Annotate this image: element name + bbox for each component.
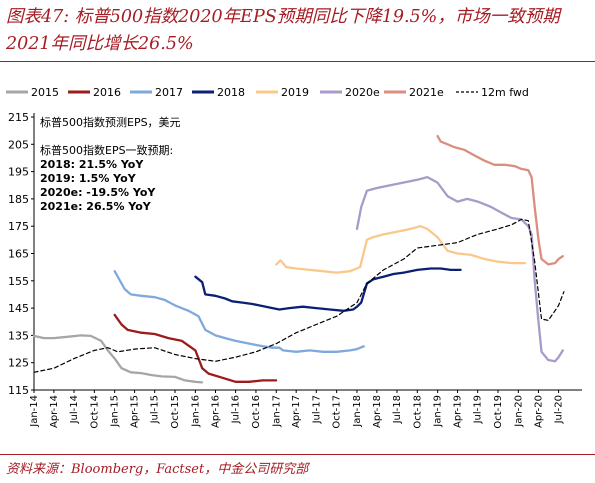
- y-tick-label: 135: [8, 329, 29, 342]
- legend-label-2015: 2015: [31, 86, 59, 99]
- series-line-2018: [194, 267, 462, 312]
- x-tick-label: Apr-14: [49, 395, 60, 428]
- chart-series: [32, 134, 565, 384]
- x-tick-label: Jul-17: [311, 395, 322, 424]
- y-tick-label: 195: [8, 166, 29, 179]
- x-tick-label: Jul-19: [473, 395, 484, 424]
- series-line-2016: [113, 313, 278, 383]
- x-tick-label: Jan-20: [513, 395, 524, 428]
- series-line-2017: [113, 270, 365, 353]
- chart-source: 资料来源：Bloomberg，Factset，中金公司研究部: [6, 462, 309, 477]
- annotation-line-2020e: 2020e: -19.5% YoY: [40, 186, 156, 199]
- x-tick-label: Apr-19: [453, 395, 464, 428]
- x-tick-label: Jul-15: [150, 395, 161, 424]
- x-tick-label: Jan-14: [29, 395, 40, 428]
- x-tick-label: Apr-15: [130, 395, 141, 428]
- chart-title: 图表47: 标普500指数2020年EPS预期同比下降19.5%，市场一致预期2…: [6, 7, 560, 54]
- title-divider: [0, 61, 595, 62]
- series-line-12m-fwd: [33, 218, 565, 373]
- series-line-2019: [275, 225, 527, 274]
- x-tick-label: Jul-20: [554, 395, 565, 424]
- eps-line-chart: 2015 2016 2017 2018 2019 2020e 2021e 12m fwd 标普…: [6, 86, 582, 429]
- source-divider: [0, 454, 595, 455]
- legend-label-12m-fwd: 12m fwd: [481, 86, 529, 99]
- legend-label-2020e: 2020e: [345, 86, 380, 99]
- x-tick-label: Oct-19: [493, 395, 504, 429]
- x-tick-label: Jan-16: [190, 395, 201, 428]
- chart-axes: 115 125 135 145 155 165 175 185 195 205 215 Jan-14 A…: [8, 111, 582, 429]
- x-tick-label: Jan-19: [433, 395, 444, 428]
- legend-label-2016: 2016: [93, 86, 121, 99]
- x-tick-label: Apr-16: [210, 395, 221, 428]
- x-tick-label: Apr-18: [372, 395, 383, 428]
- y-tick-label: 155: [8, 275, 29, 288]
- legend-label-2021e: 2021e: [409, 86, 444, 99]
- x-tick-label: Oct-15: [170, 395, 181, 429]
- x-tick-label: Jan-15: [110, 395, 121, 428]
- yoy-annotation: 标普500指数EPS一致预期: 2018: 21.5% YoY 2019: 1.…: [40, 143, 173, 213]
- x-tick-label: Jul-18: [392, 395, 403, 424]
- y-tick-label: 145: [8, 302, 29, 315]
- x-tick-label: Oct-16: [251, 395, 262, 429]
- series-line-2021e: [436, 134, 564, 266]
- y-tick-label: 205: [8, 138, 29, 151]
- legend-label-2018: 2018: [217, 86, 245, 99]
- x-tick-label: Oct-17: [332, 395, 343, 429]
- x-tick-label: Jul-14: [69, 395, 80, 424]
- y-tick-label: 185: [8, 193, 29, 206]
- x-tick-label: Apr-17: [291, 395, 302, 428]
- y-axis-label: 标普500指数预测EPS，美元: [40, 115, 181, 129]
- series-line-2015: [32, 334, 204, 384]
- chart-legend: 2015 2016 2017 2018 2019 2020e 2021e 12m fwd: [6, 86, 529, 99]
- annotation-line-2018: 2018: 21.5% YoY: [40, 158, 144, 171]
- legend-label-2019: 2019: [281, 86, 309, 99]
- series-line-2020e: [355, 175, 564, 363]
- y-tick-label: 125: [8, 357, 29, 370]
- y-tick-label: 215: [8, 111, 29, 124]
- y-tick-label: 165: [8, 248, 29, 261]
- annotation-line-2019: 2019: 1.5% YoY: [40, 172, 137, 185]
- x-tick-label: Jan-18: [352, 395, 363, 428]
- annotation-line-2021e: 2021e: 26.5% YoY: [40, 200, 152, 213]
- legend-label-2017: 2017: [155, 86, 183, 99]
- y-tick-label: 115: [8, 384, 29, 397]
- x-tick-label: Jan-17: [271, 395, 282, 428]
- x-tick-label: Jul-16: [231, 395, 242, 424]
- x-tick-label: Oct-18: [412, 395, 423, 429]
- annotation-title: 标普500指数EPS一致预期:: [40, 143, 173, 157]
- y-tick-label: 175: [8, 220, 29, 233]
- x-tick-label: Apr-20: [533, 395, 544, 428]
- x-tick-label: Oct-14: [89, 395, 100, 429]
